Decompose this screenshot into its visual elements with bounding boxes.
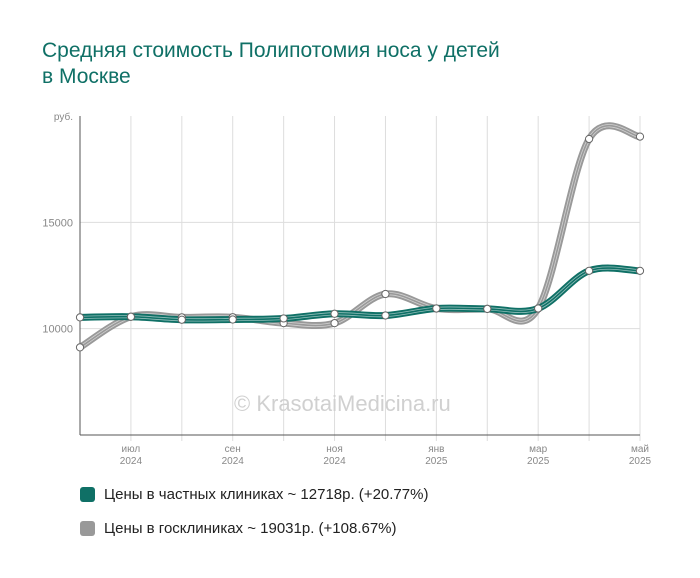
data-point (483, 304, 492, 313)
data-point (381, 311, 390, 320)
series-0-group (76, 264, 644, 324)
data-point (534, 304, 543, 313)
x-tick-year: 2024 (222, 456, 245, 467)
x-tick-month: янв (428, 444, 444, 455)
data-point (75, 343, 85, 352)
legend-label-public: Цены в госклиниках ~ 19031р. (+108.67%) (104, 520, 397, 537)
legend-swatch-private (80, 487, 95, 502)
legend-label-private: Цены в частных клиниках ~ 12718р. (+20.7… (104, 486, 429, 503)
x-tick-month: ноя (326, 444, 343, 455)
data-point (381, 289, 390, 299)
data-point (228, 315, 237, 324)
x-tick-year: 2025 (629, 456, 652, 467)
chart-title-line-2: в Москве (42, 65, 131, 88)
x-tick-month: мар (529, 444, 547, 455)
y-tick-label: 10000 (42, 324, 73, 336)
legend-item-private[interactable]: Цены в частных клиниках ~ 12718р. (+20.7… (80, 486, 640, 503)
x-tick-month: сен (225, 444, 241, 455)
data-point (177, 315, 186, 324)
data-point (126, 312, 136, 321)
data-point (432, 304, 441, 313)
data-point (584, 134, 594, 144)
y-unit-label: руб. (54, 111, 73, 123)
x-tick-year: 2024 (120, 456, 143, 467)
x-tick-year: 2025 (425, 456, 448, 467)
data-point (584, 266, 594, 275)
watermark: © KrasotaiMedicina.ru (234, 391, 451, 416)
x-tick-year: 2024 (323, 456, 346, 467)
y-tick-label: 15000 (42, 217, 73, 229)
data-point (635, 266, 645, 275)
data-point (330, 319, 339, 328)
chart-title: Средняя стоимость Полипотомия носа у дет… (42, 38, 602, 90)
x-tick-month: июл (122, 444, 141, 455)
x-tick-year: 2025 (527, 456, 550, 467)
data-point (279, 314, 288, 323)
legend-swatch-public (80, 521, 95, 536)
chart-title-line-1: Средняя стоимость Полипотомия носа у дет… (42, 39, 500, 62)
series-line-outer (76, 264, 644, 324)
legend-item-public[interactable]: Цены в госклиниках ~ 19031р. (+108.67%) (80, 520, 640, 537)
x-tick-month: май (631, 444, 649, 455)
data-point (330, 309, 339, 318)
data-point (635, 132, 645, 141)
data-point (75, 313, 85, 322)
